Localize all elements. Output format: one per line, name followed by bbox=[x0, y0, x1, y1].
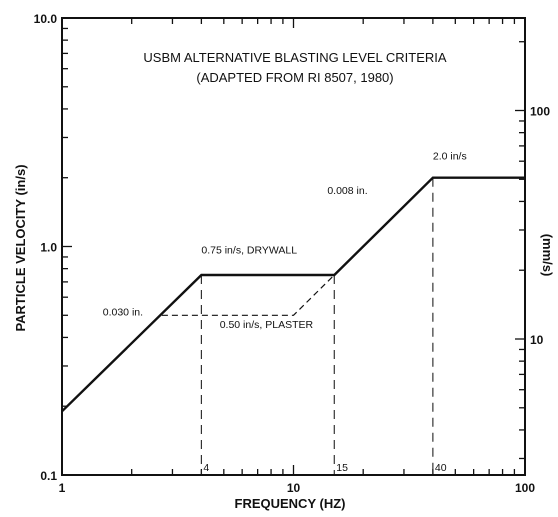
series-plaster-line bbox=[161, 274, 335, 316]
frequency-marker-label: 40 bbox=[435, 462, 447, 474]
x-tick-label: 100 bbox=[515, 481, 535, 495]
frequency-marker-label: 15 bbox=[336, 462, 348, 474]
y2-axis-label: (mm/s) bbox=[540, 234, 555, 277]
series-drywall-line bbox=[61, 176, 525, 413]
chart-subtitle: (ADAPTED FROM RI 8507, 1980) bbox=[196, 70, 393, 85]
y-tick-label: 10.0 bbox=[34, 12, 58, 26]
annotation-text: 2.0 in/s bbox=[433, 151, 467, 163]
tick-labels: 1 10 100 0.1 1.0 10.0 10 100 bbox=[34, 12, 551, 495]
x-axis-label: FREQUENCY (HZ) bbox=[235, 496, 346, 511]
y2-tick-label: 100 bbox=[530, 105, 550, 119]
plot-frame bbox=[61, 17, 526, 476]
series-lines bbox=[61, 176, 525, 413]
annotation-text: 0.75 in/s, DRYWALL bbox=[201, 245, 297, 257]
x-tick-label: 1 bbox=[59, 481, 66, 495]
chart-title: USBM ALTERNATIVE BLASTING LEVEL CRITERIA bbox=[143, 50, 446, 65]
annotation-text: 0.008 in. bbox=[327, 185, 367, 197]
y2-tick-label: 10 bbox=[530, 333, 544, 347]
y-axis-label: PARTICLE VELOCITY (in/s) bbox=[13, 164, 28, 331]
frequency-marker-label: 4 bbox=[203, 462, 209, 474]
annotations: 0.030 in. 0.75 in/s, DRYWALL 0.50 in/s, PL… bbox=[103, 151, 467, 331]
x-tick-label: 10 bbox=[287, 481, 301, 495]
frequency-markers: 4 15 40 bbox=[200, 177, 447, 475]
y-tick-label: 0.1 bbox=[40, 469, 57, 483]
annotation-text: 0.50 in/s, PLASTER bbox=[220, 319, 314, 331]
annotation-text: 0.030 in. bbox=[103, 306, 143, 318]
y-tick-label: 1.0 bbox=[40, 241, 57, 255]
